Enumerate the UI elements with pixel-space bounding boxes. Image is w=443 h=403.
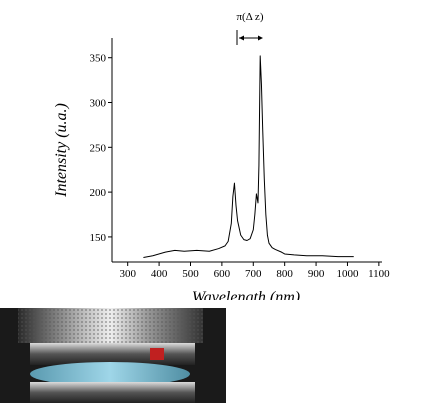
photo-red	[150, 348, 164, 360]
y-tick-label: 300	[90, 98, 107, 110]
x-tick-label: 1100	[368, 268, 390, 280]
x-tick-label: 700	[245, 268, 262, 280]
annotation-arrowhead	[239, 35, 263, 41]
y-tick-label: 350	[90, 53, 107, 65]
spectrum-line	[143, 55, 354, 259]
x-tick-label: 1000	[336, 268, 359, 280]
y-tick-label: 200	[90, 187, 107, 199]
photo-knurl-texture	[18, 308, 203, 343]
x-tick-label: 600	[214, 268, 231, 280]
x-tick-label: 300	[119, 268, 136, 280]
chart: π(Δ z) Wavelength (nm) Intensity (u.a.) …	[53, 11, 390, 300]
x-axis-title: Wavelength (nm)	[192, 289, 300, 300]
photo-blue-disc	[30, 362, 190, 386]
y-tick-label: 150	[90, 232, 107, 244]
photo	[0, 308, 226, 403]
x-tick-label: 800	[276, 268, 293, 280]
x-tick-label: 500	[182, 268, 199, 280]
y-tick-label: 250	[90, 142, 107, 154]
photo-base	[30, 382, 195, 403]
x-tick-label: 400	[151, 268, 168, 280]
y-axis-title: Intensity (u.a.)	[53, 103, 70, 198]
annotation: π(Δ z)	[237, 11, 264, 23]
photo-ring	[30, 343, 195, 365]
x-tick-label: 900	[308, 268, 325, 280]
